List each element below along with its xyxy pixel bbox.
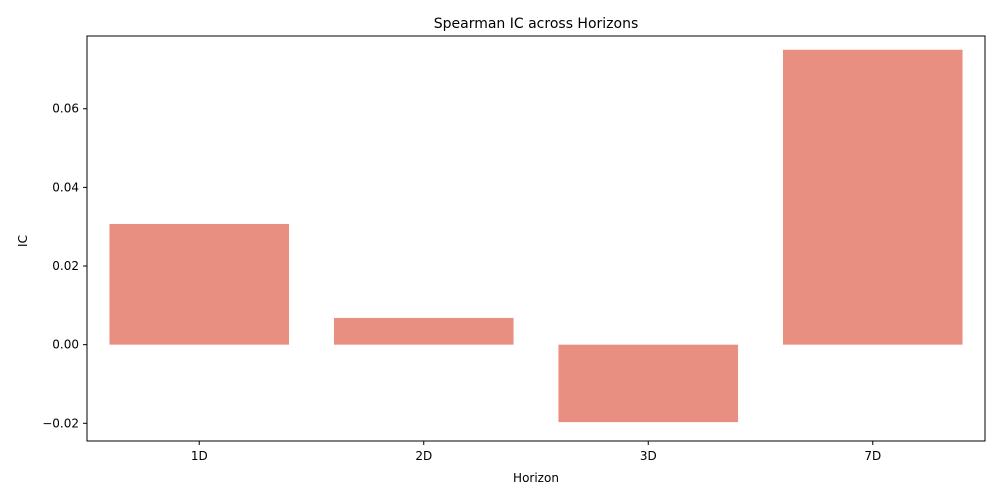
bar-2d [333, 317, 514, 345]
x-tick-label: 1D [191, 449, 208, 463]
y-tick-label: 0.04 [52, 180, 79, 194]
y-tick-label: −0.02 [42, 416, 79, 430]
chart-title: Spearman IC across Horizons [434, 16, 639, 32]
x-tick-label: 7D [864, 449, 881, 463]
plot-frame [86, 35, 986, 442]
bar-1d [109, 223, 290, 345]
bar-7d [782, 49, 963, 345]
y-tick-label: 0.02 [52, 259, 79, 273]
x-tick-label: 2D [415, 449, 432, 463]
y-tick-label: 0.06 [52, 102, 79, 116]
x-axis-label: Horizon [513, 471, 559, 485]
y-axis-label: IC [16, 235, 30, 247]
x-tick-label: 3D [640, 449, 657, 463]
plot-area: 1D 2D 3D 7D −0.02 0.00 0.02 0.04 0.06 [42, 35, 986, 463]
bar-3d [558, 344, 739, 423]
y-tick-label: 0.00 [52, 338, 79, 352]
